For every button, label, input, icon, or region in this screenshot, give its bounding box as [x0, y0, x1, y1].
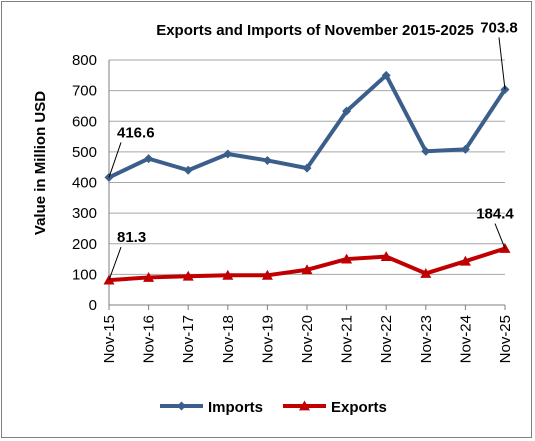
- exports-point: [222, 269, 234, 280]
- exports-point: [341, 253, 353, 264]
- y-tick-label: 200: [72, 236, 97, 253]
- data-label-leader: [498, 37, 506, 90]
- y-axis-label: Value in Million USD: [32, 91, 49, 235]
- x-tick-label: Nov-23: [418, 315, 435, 363]
- imports-point: [183, 165, 193, 175]
- gridlines: [109, 59, 505, 275]
- exports-point: [380, 251, 392, 262]
- exports-point: [301, 264, 313, 275]
- legend-exports-marker: [299, 400, 310, 411]
- imports-point: [342, 106, 352, 116]
- exports-point: [459, 255, 471, 266]
- data-label-leader: [494, 223, 506, 249]
- imports-point: [262, 155, 272, 165]
- data-labels: 416.6 703.8 81.3 184.4: [108, 19, 518, 281]
- imports-point: [223, 149, 233, 159]
- x-tick-label: Nov-20: [299, 315, 316, 363]
- imports-point: [460, 144, 470, 154]
- x-tick-label: Nov-24: [457, 315, 474, 363]
- x-tick-label: Nov-22: [378, 315, 395, 363]
- imports-point: [302, 163, 312, 173]
- exports-point: [182, 270, 194, 281]
- data-label: 703.8: [480, 19, 518, 36]
- x-tick-label: Nov-16: [141, 315, 158, 363]
- legend-exports-label: Exports: [331, 399, 387, 416]
- legend: Imports Exports: [160, 399, 387, 416]
- imports-point: [381, 70, 391, 80]
- axes: [108, 60, 506, 310]
- x-tick-labels: Nov-15 Nov-16 Nov-17 Nov-18 Nov-19 Nov-20 Nov-…: [101, 315, 514, 363]
- chart-title: Exports and Imports of November 2015-202…: [156, 22, 474, 39]
- exports-point: [420, 267, 432, 278]
- legend-imports-marker: [177, 401, 186, 411]
- data-label-leader: [108, 246, 122, 281]
- y-tick-label: 800: [72, 52, 97, 69]
- y-tick-label: 600: [72, 113, 97, 130]
- y-tick-label: 400: [72, 175, 97, 192]
- x-tick-label: Nov-18: [220, 315, 237, 363]
- x-tick-label: Nov-19: [259, 315, 276, 363]
- y-tick-label: 0: [89, 297, 97, 314]
- y-tick-labels: 0 100 200 300 400 500 600 700 800: [72, 52, 97, 314]
- data-label: 184.4: [476, 206, 514, 223]
- x-tick-label: Nov-25: [497, 315, 514, 363]
- series-group: [103, 70, 511, 285]
- x-tick-label: Nov-21: [339, 315, 356, 363]
- exports-point: [143, 271, 155, 282]
- data-label: 81.3: [117, 229, 146, 246]
- data-label-leader: [108, 142, 122, 178]
- legend-imports-label: Imports: [208, 399, 263, 416]
- y-tick-label: 100: [72, 266, 97, 283]
- x-tick-label: Nov-17: [180, 315, 197, 363]
- x-tick-label: Nov-15: [101, 315, 118, 363]
- exports-point: [261, 269, 273, 280]
- imports-point: [421, 146, 431, 156]
- y-tick-label: 500: [72, 144, 97, 161]
- y-tick-label: 300: [72, 205, 97, 222]
- imports-point: [144, 154, 154, 164]
- data-label: 416.6: [117, 124, 155, 141]
- y-tick-label: 700: [72, 83, 97, 100]
